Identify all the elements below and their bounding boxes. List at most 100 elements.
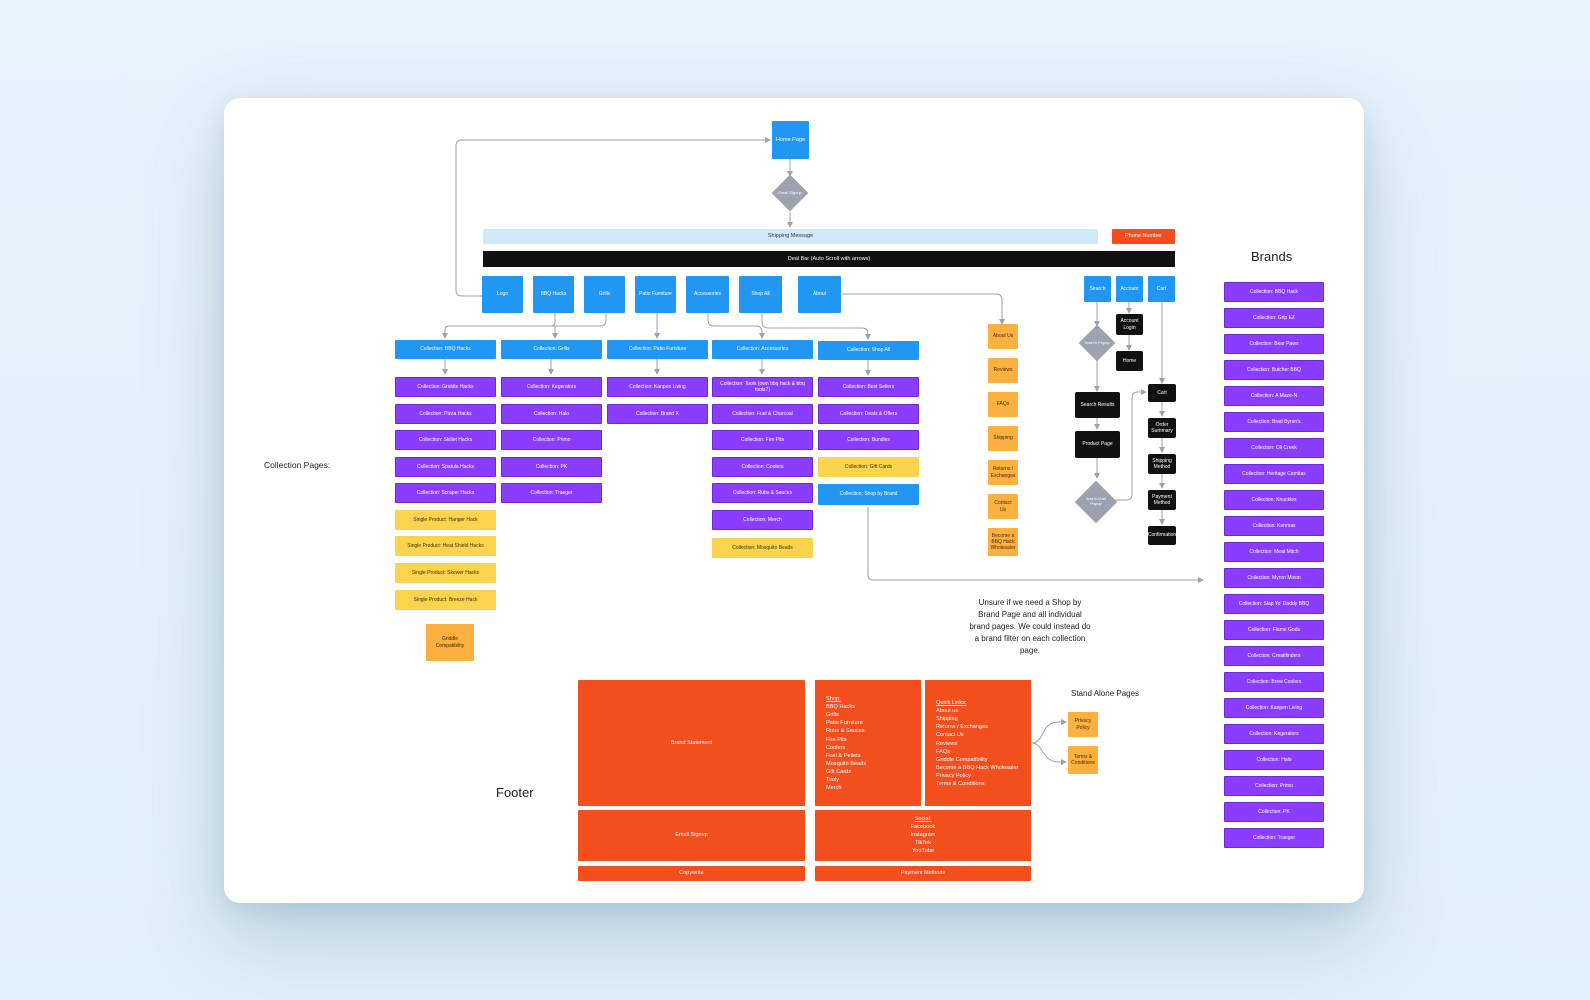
nav-logo[interactable]: Logo (482, 276, 523, 313)
collection-shop-by-brand[interactable]: Collection: Shop by Brand (818, 484, 919, 505)
brand-collection-item[interactable]: Collection: BBQ Hack (1224, 282, 1324, 302)
nav-account[interactable]: Account (1116, 276, 1143, 302)
deal-bar[interactable]: Deal Bar (Auto Scroll with arrows) (483, 251, 1175, 267)
nav-accessories[interactable]: Accessories (686, 276, 729, 313)
brand-collection-item[interactable]: Collection: Heritage Carnitas (1224, 464, 1324, 484)
collection-item[interactable]: Collection: Skillet Hacks (395, 430, 496, 450)
collection-item[interactable]: Collection: Fire Pits (712, 430, 813, 450)
collection-item[interactable]: Collection: Rubs & Sauces (712, 483, 813, 503)
nav-bbq-hacks[interactable]: BBQ Hacks (533, 276, 574, 313)
payment-method-node[interactable]: Payment Method (1148, 490, 1176, 510)
collection-patio-header[interactable]: Collection: Patio Furniture (607, 340, 708, 359)
collection-item[interactable]: Collection: Scraper Hacks (395, 483, 496, 503)
nav-shop-all[interactable]: Shop All (739, 276, 782, 313)
footer-quick-link[interactable]: Reviews (936, 740, 958, 747)
brand-collection-item[interactable]: Collection: Kegerators (1224, 724, 1324, 744)
about-page-node[interactable]: Returns / Exchanges (988, 460, 1018, 485)
footer-copywrite[interactable]: Copywrite (578, 866, 805, 881)
brand-collection-item[interactable]: Collection: Traeger (1224, 828, 1324, 848)
brand-collection-item[interactable]: Collection: Brew Coolers (1224, 672, 1324, 692)
shipping-method-node[interactable]: Shipping Method (1148, 454, 1176, 474)
order-summary-node[interactable]: Order Summary (1148, 418, 1176, 438)
collection-gift-cards[interactable]: Collection: Gift Cards (818, 457, 919, 477)
about-page-node[interactable]: Reviews (988, 358, 1018, 383)
single-product-item[interactable]: Single Product: Skewer Hacks (395, 563, 496, 583)
footer-shop-link[interactable]: Gift Cards (826, 768, 852, 775)
footer-shop-link[interactable]: Fire Pits (826, 736, 847, 743)
footer-social-link[interactable]: Facebook (910, 824, 936, 831)
brand-collection-item[interactable]: Collection: Creatifinders (1224, 646, 1324, 666)
collection-item[interactable]: Collection: Pizza Hacks (395, 404, 496, 424)
brand-collection-item[interactable]: Collection: Oli Creek (1224, 438, 1324, 458)
footer-shop-link[interactable]: Patio Furniture (826, 720, 863, 727)
collection-bbq-hacks-header[interactable]: Collection: BBQ Hacks (395, 340, 496, 359)
product-page-node[interactable]: Product Page (1075, 431, 1120, 458)
collection-item[interactable]: Collection: PK (501, 457, 602, 477)
footer-shop-link[interactable]: Merch (826, 785, 842, 792)
single-product-item[interactable]: Single Product: Heat Shield Hacks (395, 536, 496, 556)
brand-collection-item[interactable]: Collection: A Maze-N (1224, 386, 1324, 406)
footer-quick-link[interactable]: FAQs (936, 748, 950, 755)
footer-shop-link[interactable]: Coolers (826, 744, 846, 751)
collection-item[interactable]: Collection: Deals & Offers (818, 404, 919, 424)
brand-collection-item[interactable]: Collection: Primo (1224, 776, 1324, 796)
collection-item[interactable]: Collection: Bundles (818, 430, 919, 450)
collection-accessories-header[interactable]: Collection: Accessories (712, 340, 813, 359)
nav-patio-furniture[interactable]: Patio Furniture (635, 276, 676, 313)
brand-collection-item[interactable]: Collection: Kanpen Living (1224, 698, 1324, 718)
brand-collection-item[interactable]: Collection: Brad Byron's (1224, 412, 1324, 432)
stand-alone-privacy[interactable]: Privacy Policy (1068, 712, 1098, 737)
collection-item[interactable]: Collection: Fuel & Charcoal (712, 404, 813, 424)
brand-collection-item[interactable]: Collection: Slap Yo' Daddy BBQ (1224, 594, 1324, 614)
brand-collection-item[interactable]: Collection: Kenmax (1224, 516, 1324, 536)
footer-quick-link[interactable]: Contact Us (936, 732, 964, 739)
footer-payment-methods[interactable]: Payment Methods (815, 866, 1031, 881)
single-product-item[interactable]: Single Product: Hanger Hack (395, 510, 496, 530)
brand-collection-item[interactable]: Collection: Halo (1224, 750, 1324, 770)
footer-quick-link[interactable]: About us (936, 708, 959, 715)
footer-quick-link[interactable]: Griddle Compatibility (936, 756, 988, 763)
footer-social-link[interactable]: TikTok (915, 840, 931, 847)
account-login-node[interactable]: Account Login (1116, 314, 1143, 335)
nav-cart[interactable]: Cart (1148, 276, 1175, 302)
brand-collection-item[interactable]: Collection: Grip EZ (1224, 308, 1324, 328)
confirmation-node[interactable]: Confirmation (1148, 526, 1176, 545)
footer-shop-links[interactable]: Shop: BBQ Hacks Grills Patio Furniture R… (815, 680, 921, 806)
nav-about[interactable]: About (798, 276, 841, 313)
brand-collection-item[interactable]: Collection: PK (1224, 802, 1324, 822)
collection-shop-all-header[interactable]: Collection: Shop All (818, 341, 919, 360)
collection-item[interactable]: Collection: Spatula Hacks (395, 457, 496, 477)
cart-node[interactable]: Cart (1148, 384, 1176, 402)
shipping-message-bar[interactable]: Shipping Message (483, 229, 1098, 244)
collection-item[interactable]: Collection: Halo (501, 404, 602, 424)
nav-grills[interactable]: Grills (584, 276, 625, 313)
brand-collection-item[interactable]: Collection: Bear Paws (1224, 334, 1324, 354)
footer-quick-link[interactable]: Privacy Policy (936, 772, 971, 779)
collection-item[interactable]: Collection: Tools (own bbq hack & bbq to… (712, 377, 813, 397)
footer-shop-link[interactable]: BBQ Hacks (826, 704, 855, 711)
account-home-node[interactable]: Home (1116, 351, 1143, 371)
about-page-node[interactable]: Contact Us (988, 494, 1018, 519)
brand-collection-item[interactable]: Collection: Butcher BBQ (1224, 360, 1324, 380)
footer-quick-link[interactable]: Shipping (936, 716, 958, 723)
footer-shop-link[interactable]: Fuel & Pellets (826, 752, 861, 759)
footer-social-link[interactable]: Instagram (910, 832, 936, 839)
collection-item[interactable]: Collection: Merch (712, 510, 813, 530)
footer-shop-link[interactable]: Tooly (826, 777, 840, 784)
home-page-node[interactable]: Home Page (772, 121, 809, 159)
footer-brand-statement[interactable]: Brand Statement (578, 680, 805, 806)
footer-quick-link[interactable]: Become a BBQ Hack Wholesaler (936, 764, 1019, 771)
collection-item[interactable]: Collection: Kanpen Living (607, 377, 708, 397)
footer-social-link[interactable]: YouTube (912, 848, 934, 855)
collection-item[interactable]: Collection: Best Sellers (818, 377, 919, 397)
footer-shop-link[interactable]: Grills (826, 712, 839, 719)
stand-alone-terms[interactable]: Terms & Conditions (1068, 746, 1098, 774)
footer-shop-link[interactable]: Rubs & Sauces (826, 728, 865, 735)
collection-item[interactable]: Collection: Kegerators (501, 377, 602, 397)
footer-quick-link[interactable]: Terms & Conditions (936, 781, 985, 788)
collection-mosquito-beads[interactable]: Collection: Mosquito Beads (712, 538, 813, 558)
about-page-node[interactable]: FAQs (988, 392, 1018, 417)
brand-collection-item[interactable]: Collection: Meat Mitch (1224, 542, 1324, 562)
about-page-node[interactable]: Shipping (988, 426, 1018, 451)
search-results-node[interactable]: Search Results (1075, 392, 1120, 418)
